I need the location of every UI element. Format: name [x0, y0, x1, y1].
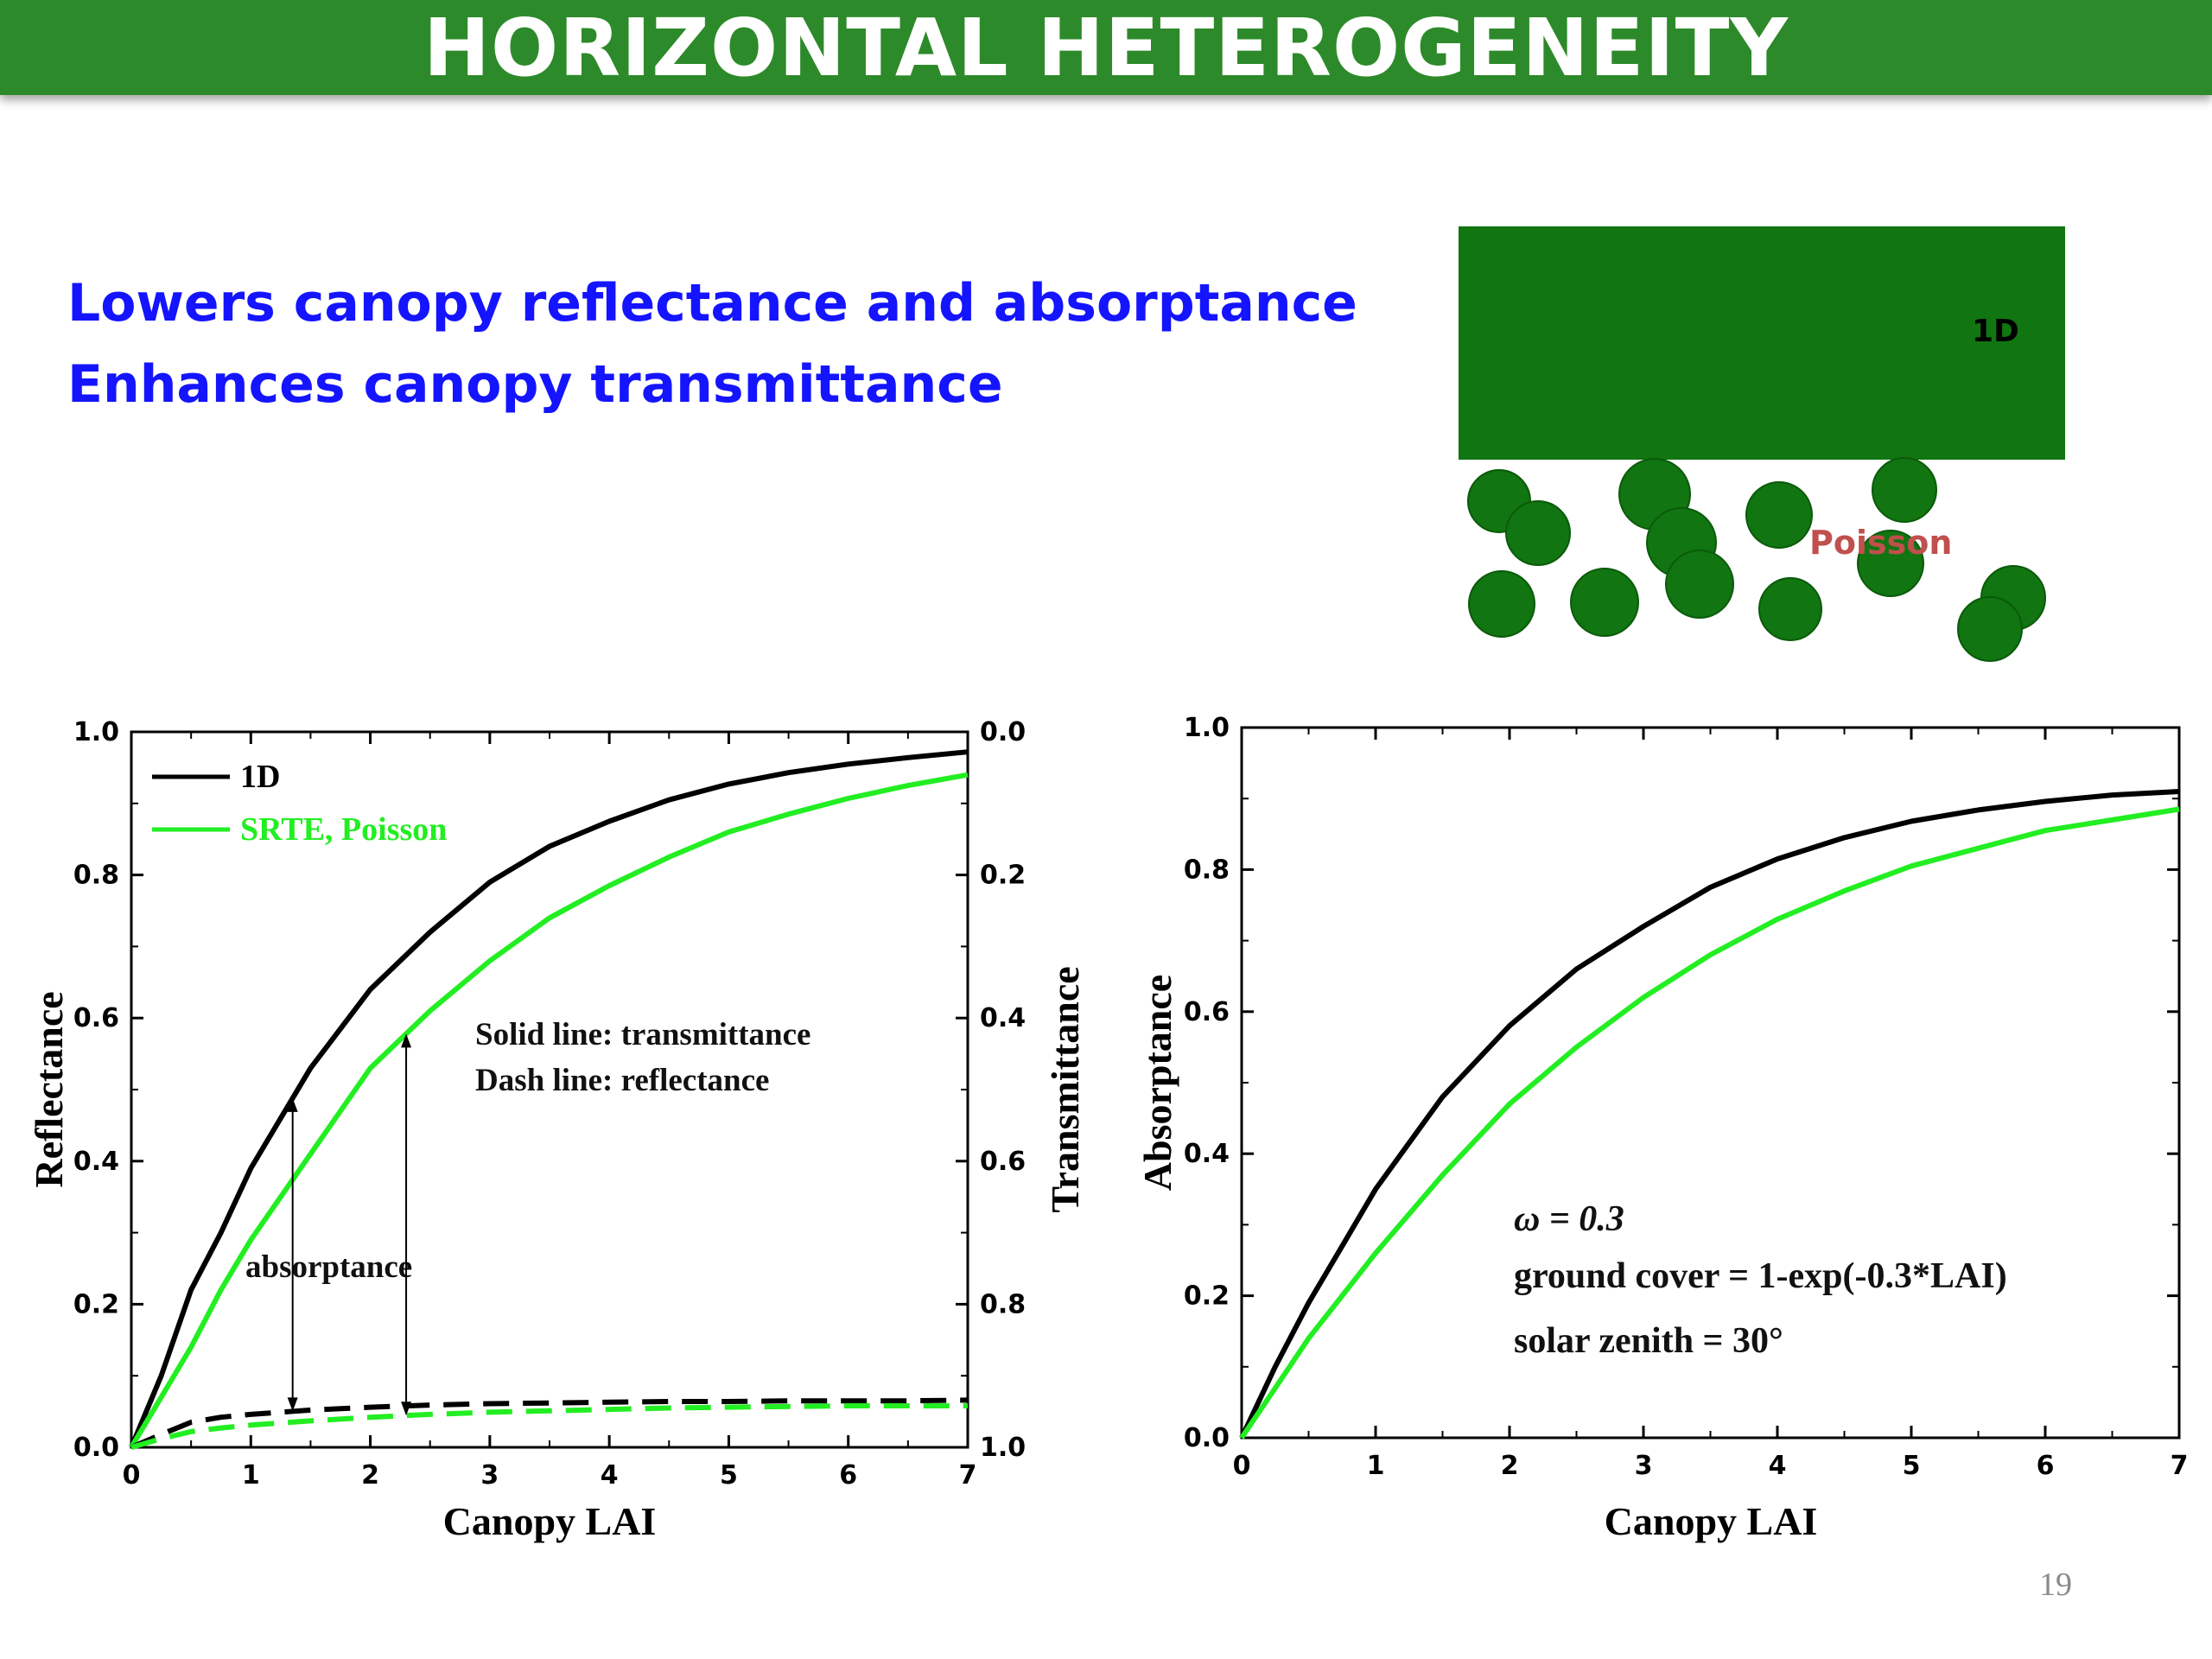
x-tick-labels-left: 0 1 2 3 4 5 6 7 — [123, 1460, 977, 1491]
y-tick-label: 0.6 — [1184, 997, 1230, 1027]
leaf-clump — [1665, 550, 1734, 619]
legend-label-1d: 1D — [240, 759, 280, 795]
series-line-1d — [1239, 789, 2180, 1440]
x-tick-label: 5 — [1903, 1451, 1921, 1481]
y2-tick-label: 1.0 — [980, 1433, 1026, 1463]
x-tick-label: 0 — [1233, 1451, 1251, 1481]
slide-title: HORIZONTAL HETEROGENEITY — [423, 2, 1789, 94]
y-axis-title-left: Reflectance — [27, 991, 71, 1187]
leaf-clump — [1957, 596, 2023, 662]
leaf-clump — [1505, 500, 1571, 566]
annotation-dash-line: Dash line: reflectance — [475, 1063, 769, 1098]
y-tick-labels-left: 0.0 0.2 0.4 0.6 0.8 1.0 — [73, 717, 119, 1463]
annotation-absorptance: absorptance — [245, 1249, 412, 1285]
x-tick-label: 3 — [480, 1460, 499, 1491]
x-tick-label: 4 — [1769, 1451, 1787, 1481]
y-tick-label: 0.2 — [1184, 1281, 1230, 1312]
label-poisson: Poisson — [1809, 524, 1952, 562]
y-tick-label: 1.0 — [73, 717, 119, 747]
y-tick-label: 1.0 — [1184, 713, 1230, 743]
legend-label-poisson: SRTE, Poisson — [240, 811, 447, 848]
x-tick-labels-right: 0 1 2 3 4 5 6 7 — [1233, 1451, 2189, 1481]
y2-tick-label: 0.6 — [980, 1147, 1026, 1177]
y-axis-title-right: Absorptance — [1135, 975, 1179, 1191]
y-tick-label: 0.0 — [1184, 1423, 1230, 1453]
x-tick-label: 6 — [839, 1460, 857, 1491]
absorptance-arrow-head-down — [287, 1397, 298, 1412]
x-axis-title-left: Canopy LAI — [443, 1499, 657, 1543]
x-tick-label: 2 — [1501, 1451, 1519, 1481]
y-tick-label: 0.6 — [73, 1003, 119, 1033]
leaf-clump — [1758, 577, 1822, 641]
annotation-ground-cover: ground cover = 1-exp(-0.3*LAI) — [1514, 1256, 2007, 1296]
x-tick-label: 0 — [123, 1460, 141, 1491]
x-tick-label: 3 — [1635, 1451, 1653, 1481]
leaf-clump — [1468, 570, 1535, 638]
series-left — [129, 749, 969, 1450]
x-tick-label: 2 — [361, 1460, 379, 1491]
x-tick-label: 1 — [242, 1460, 260, 1491]
series-line-1d-reflectance — [130, 1397, 969, 1450]
x-tick-label: 4 — [601, 1460, 619, 1491]
absorptance-arrow-head-up — [401, 1033, 412, 1048]
label-1d: 1D — [1972, 314, 2019, 349]
annotation-solid-line: Solid line: transmittance — [475, 1017, 810, 1052]
series-line-poisson-reflectance — [130, 1403, 968, 1450]
canopy-diagram: 1D Poisson — [1459, 226, 2065, 662]
y-tick-label: 0.4 — [73, 1147, 119, 1177]
series-line-poisson-transmittance — [129, 772, 969, 1449]
page-number: 19 — [2039, 1567, 2072, 1603]
series-line-1d-transmittance — [129, 749, 969, 1449]
y-tick-label: 0.2 — [73, 1289, 119, 1319]
title-banner — [0, 0, 2212, 95]
canopy-1d-block — [1459, 226, 2065, 460]
y-tick-label: 0.4 — [1184, 1139, 1230, 1169]
series-line-poisson — [1239, 806, 2180, 1440]
leaf-clump — [1857, 530, 1924, 597]
tick-marks-left — [130, 730, 969, 1449]
y2-tick-label: 0.8 — [980, 1289, 1026, 1319]
annotation-solar-zenith: solar zenith = 30° — [1514, 1321, 1783, 1361]
chart-reflectance-transmittance: 0 1 2 3 4 5 6 7 0.0 0.2 0.4 0.6 0.8 1.0 1.0 0.8 0.6 0.4… — [27, 717, 1087, 1543]
y-tick-label: 0.8 — [73, 861, 119, 891]
absorptance-arrow-head-up — [287, 1097, 298, 1112]
x-tick-label: 5 — [720, 1460, 738, 1491]
chart-absorptance: 0 1 2 3 4 5 6 7 0.0 0.2 0.4 0.6 0.8 1.0 Canopy LAI A… — [1135, 713, 2188, 1543]
leaf-clump — [1745, 481, 1813, 549]
absorptance-arrow-head-down — [401, 1402, 412, 1416]
leaf-clump — [1570, 568, 1639, 637]
x-tick-label: 6 — [2037, 1451, 2055, 1481]
y2-tick-label: 0.0 — [980, 717, 1026, 747]
x-tick-label: 7 — [2171, 1451, 2189, 1481]
y2-tick-label: 0.4 — [980, 1003, 1026, 1033]
y2-tick-label: 0.2 — [980, 861, 1026, 891]
y-tick-label: 0.8 — [1184, 855, 1230, 885]
y2-tick-labels-left: 1.0 0.8 0.6 0.4 0.2 0.0 — [980, 717, 1026, 1463]
poisson-leaf-clumps — [1467, 457, 2046, 662]
absorptance-arrows — [287, 1033, 412, 1416]
x-tick-label: 1 — [1367, 1451, 1385, 1481]
bullet-lowers: Lowers canopy reflectance and absorptanc… — [67, 273, 1357, 334]
x-tick-label: 7 — [959, 1460, 977, 1491]
annotation-omega: ω = 0.3 — [1514, 1199, 1624, 1239]
y2-axis-title-left: Transmittance — [1043, 966, 1087, 1212]
x-axis-title-right: Canopy LAI — [1605, 1499, 1818, 1543]
series-right — [1239, 789, 2180, 1440]
bullet-enhances: Enhances canopy transmittance — [67, 354, 1003, 415]
y-tick-labels-right: 0.0 0.2 0.4 0.6 0.8 1.0 — [1184, 713, 1230, 1453]
leaf-clump — [1872, 457, 1937, 523]
y-tick-label: 0.0 — [73, 1433, 119, 1463]
